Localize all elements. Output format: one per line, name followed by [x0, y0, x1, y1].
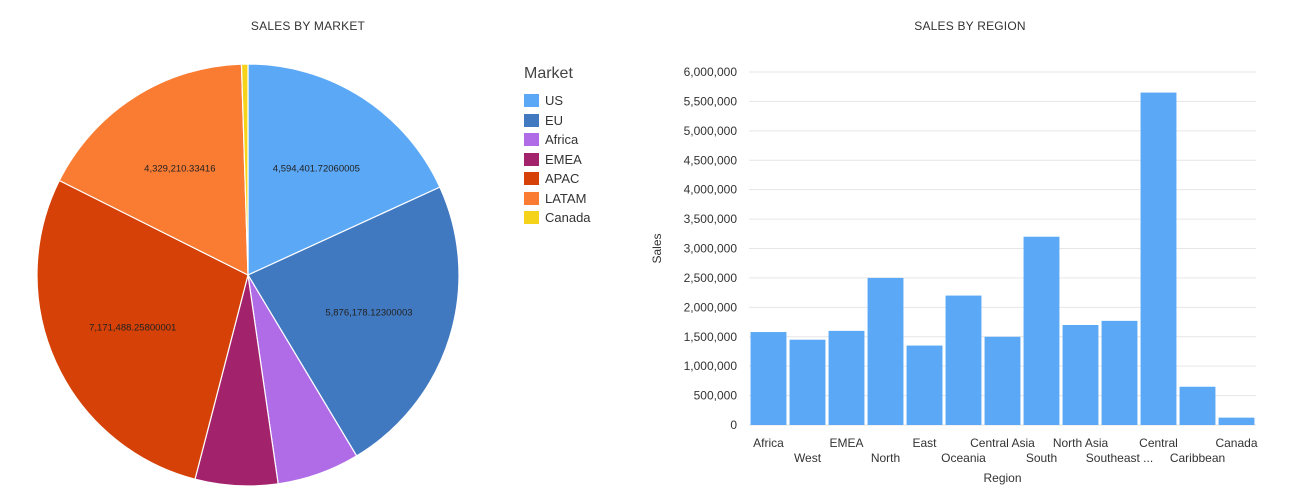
bar-africa[interactable]: [750, 332, 787, 425]
pie-slice-label: 7,171,488.25800001: [89, 322, 176, 333]
legend-label: Canada: [545, 210, 591, 226]
pie-slice-apac[interactable]: [36, 179, 249, 480]
legend-swatch: [524, 113, 539, 127]
y-axis-title: Sales: [650, 233, 664, 263]
y-tick-label: 1,000,000: [684, 359, 738, 373]
bar-west[interactable]: [789, 339, 826, 425]
x-tick-label: Central: [1139, 436, 1178, 450]
bar-chart: 0 500,000 1,000,000 1,500,000 2,000,000 2,500…: [650, 65, 1258, 485]
bar-southeast[interactable]: [1101, 320, 1138, 425]
legend-item-emea[interactable]: EMEA: [524, 150, 591, 170]
y-tick-label: 4,000,000: [684, 183, 738, 197]
pie-slice-latam[interactable]: [58, 63, 249, 276]
legend-label: Africa: [545, 132, 579, 148]
legend-label: EMEA: [545, 151, 582, 167]
y-tick-label: 2,000,000: [684, 300, 738, 314]
x-tick-label: East: [912, 436, 937, 450]
pie-legend: Market US EU Africa EMEA APAC LATAM Canada: [524, 65, 591, 228]
x-tick-label: South: [1026, 451, 1057, 465]
bar-caribbean[interactable]: [1179, 386, 1216, 425]
pie-chart: 4,594,401.72060005 5,876,178.12300003 7,17…: [36, 63, 460, 487]
y-tick-label: 5,500,000: [684, 94, 738, 108]
legend-label: APAC: [545, 171, 580, 187]
pie-slice-label: 4,329,210.33416: [144, 163, 215, 174]
legend-item-latam[interactable]: LATAM: [524, 189, 591, 209]
bar-canada[interactable]: [1218, 417, 1255, 425]
legend-swatch: [524, 133, 539, 147]
legend-swatch: [524, 94, 539, 108]
pie-slice-label: 5,876,178.12300003: [325, 307, 412, 318]
x-tick-label: West: [794, 451, 822, 465]
legend-swatch: [524, 191, 539, 205]
y-tick-label: 3,500,000: [684, 212, 738, 226]
x-tick-label: EMEA: [829, 436, 863, 450]
x-tick-label: Caribbean: [1170, 451, 1225, 465]
legend-item-eu[interactable]: EU: [524, 111, 591, 131]
legend-label: EU: [545, 112, 564, 128]
y-tick-label: 6,000,000: [684, 65, 738, 79]
y-tick-label: 0: [730, 418, 737, 432]
legend-title: Market: [524, 65, 573, 82]
bar-south[interactable]: [1023, 236, 1060, 425]
y-tick-label: 4,500,000: [684, 153, 738, 167]
bar-central[interactable]: [1140, 92, 1177, 425]
pie-chart-title: SALES BY MARKET: [250, 19, 366, 33]
pie-slice-canada[interactable]: [240, 63, 249, 276]
x-tick-label: Central Asia: [970, 436, 1035, 450]
bar-central-asia[interactable]: [984, 336, 1021, 425]
bar-chart-title: SALES BY REGION: [914, 19, 1026, 33]
pie-slice-label: 4,594,401.72060005: [273, 163, 360, 174]
x-tick-label: Oceania: [941, 451, 986, 465]
legend-item-africa[interactable]: Africa: [524, 130, 591, 150]
x-tick-label: North Asia: [1053, 436, 1109, 450]
pie-slice-eu[interactable]: [247, 186, 460, 457]
pie-slice-us[interactable]: [247, 63, 441, 276]
bar-oceania[interactable]: [945, 295, 982, 425]
x-axis-title: Region: [983, 471, 1021, 485]
legend-swatch: [524, 152, 539, 166]
legend-swatch: [524, 211, 539, 225]
x-tick-label: North: [871, 451, 900, 465]
bar-east[interactable]: [906, 345, 943, 425]
y-tick-label: 3,000,000: [684, 242, 738, 256]
y-tick-label: 2,500,000: [684, 271, 738, 285]
legend-swatch: [524, 172, 539, 186]
x-tick-label: Africa: [753, 436, 784, 450]
x-tick-label: Canada: [1215, 436, 1257, 450]
bar-emea[interactable]: [828, 330, 865, 425]
legend-item-canada[interactable]: Canada: [524, 208, 591, 228]
y-tick-label: 500,000: [694, 389, 738, 403]
y-tick-label: 1,500,000: [684, 330, 738, 344]
legend-item-apac[interactable]: APAC: [524, 169, 591, 189]
y-tick-label: 5,000,000: [684, 124, 738, 138]
legend-label: LATAM: [545, 190, 587, 206]
bar-north[interactable]: [867, 277, 904, 425]
legend-item-us[interactable]: US: [524, 91, 591, 111]
x-tick-label: Southeast ...: [1086, 451, 1153, 465]
legend-label: US: [545, 93, 564, 109]
bar-north-asia[interactable]: [1062, 324, 1099, 425]
